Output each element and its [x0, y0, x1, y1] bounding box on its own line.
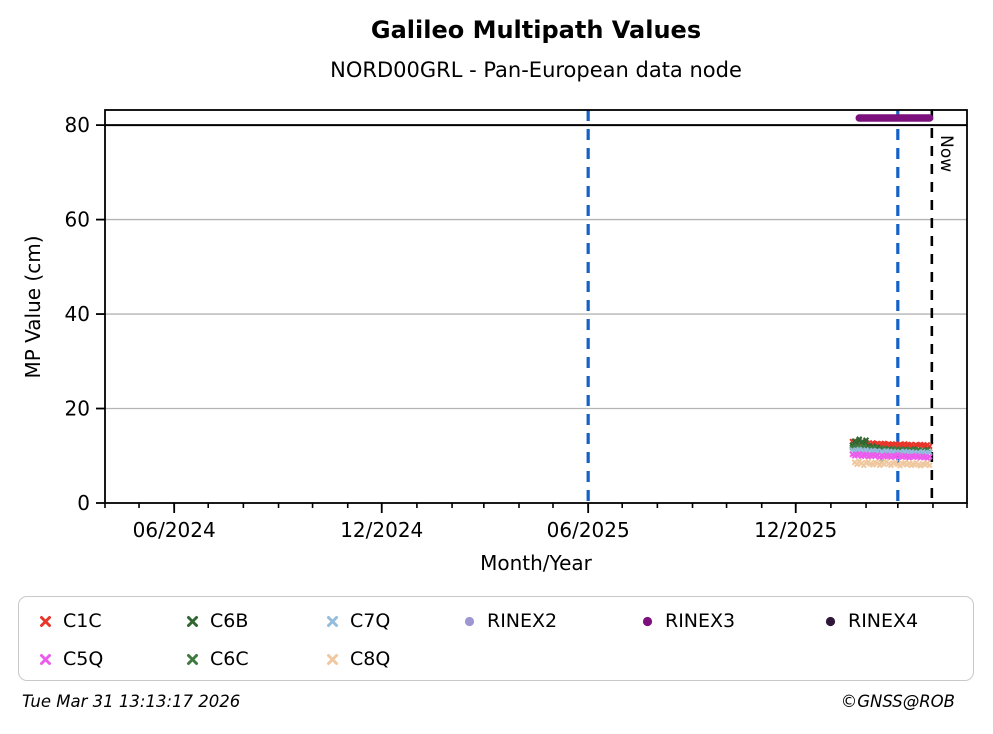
legend-label: C5Q [63, 648, 104, 670]
y-tick-label: 20 [65, 397, 90, 421]
data-point [926, 462, 933, 469]
now-label: Now [936, 135, 956, 172]
legend-item-c6b: C6B [186, 610, 326, 632]
x-marker-icon [327, 653, 338, 665]
legend-grid: C1C C6B C7Q RINEX2 RINEX3 RINEX4 C5Q C6C C8Q [19, 597, 973, 678]
y-tick-label: 40 [65, 302, 90, 326]
circle-marker-icon [464, 616, 475, 626]
legend-label: C1C [63, 610, 102, 632]
x-marker-icon [187, 653, 198, 665]
chart-title: Galileo Multipath Values [370, 16, 702, 44]
y-tick-label: 0 [77, 491, 90, 515]
copyright-credit: ©GNSS@ROB [840, 692, 955, 711]
data-point [926, 453, 933, 460]
series-c8q [851, 458, 933, 469]
x-axis-label: Month/Year [480, 551, 592, 575]
x-tick-label: 06/2025 [547, 518, 630, 542]
legend-label: RINEX3 [665, 610, 736, 632]
legend-label: C6B [210, 610, 249, 632]
legend-label: RINEX2 [487, 610, 558, 632]
x-marker-icon [187, 615, 198, 627]
legend-item-rinex2: RINEX2 [463, 610, 641, 632]
legend-item-c7q: C7Q [326, 610, 463, 632]
legend-item-c5q: C5Q [39, 648, 186, 670]
x-tick-label: 06/2024 [133, 518, 216, 542]
legend-item-c1c: C1C [39, 610, 186, 632]
legend-item-rinex4: RINEX4 [824, 610, 973, 632]
chart-plot: Now 06/2024 12/2024 06/2025 12/2025 0 20 40 60 80 [65, 109, 968, 542]
x-marker-icon [40, 615, 51, 627]
circle-marker-icon [642, 616, 653, 626]
y-tick-label: 60 [65, 208, 90, 232]
legend-item-c6c: C6C [186, 648, 326, 670]
plot-border [104, 109, 968, 504]
x-marker-icon [40, 653, 51, 665]
series-c5q [849, 450, 933, 462]
chart-legend: C1C C6B C7Q RINEX2 RINEX3 RINEX4 C5Q C6C C8Q [18, 596, 974, 681]
legend-label: RINEX4 [848, 610, 919, 632]
x-tick-label: 12/2025 [754, 518, 837, 542]
x-marker-icon [327, 615, 338, 627]
legend-label: C8Q [350, 648, 391, 670]
chart-subtitle: NORD00GRL - Pan-European data node [330, 58, 742, 82]
legend-label: C6C [210, 648, 249, 670]
render-timestamp: Tue Mar 31 13:13:17 2026 [22, 692, 241, 711]
legend-label: C7Q [350, 610, 391, 632]
legend-item-rinex3: RINEX3 [641, 610, 824, 632]
x-tick-label: 12/2024 [340, 518, 423, 542]
circle-marker-icon [825, 616, 836, 626]
y-tick-label: 80 [65, 113, 90, 137]
data-point [862, 437, 870, 444]
legend-item-c8q: C8Q [326, 648, 463, 670]
